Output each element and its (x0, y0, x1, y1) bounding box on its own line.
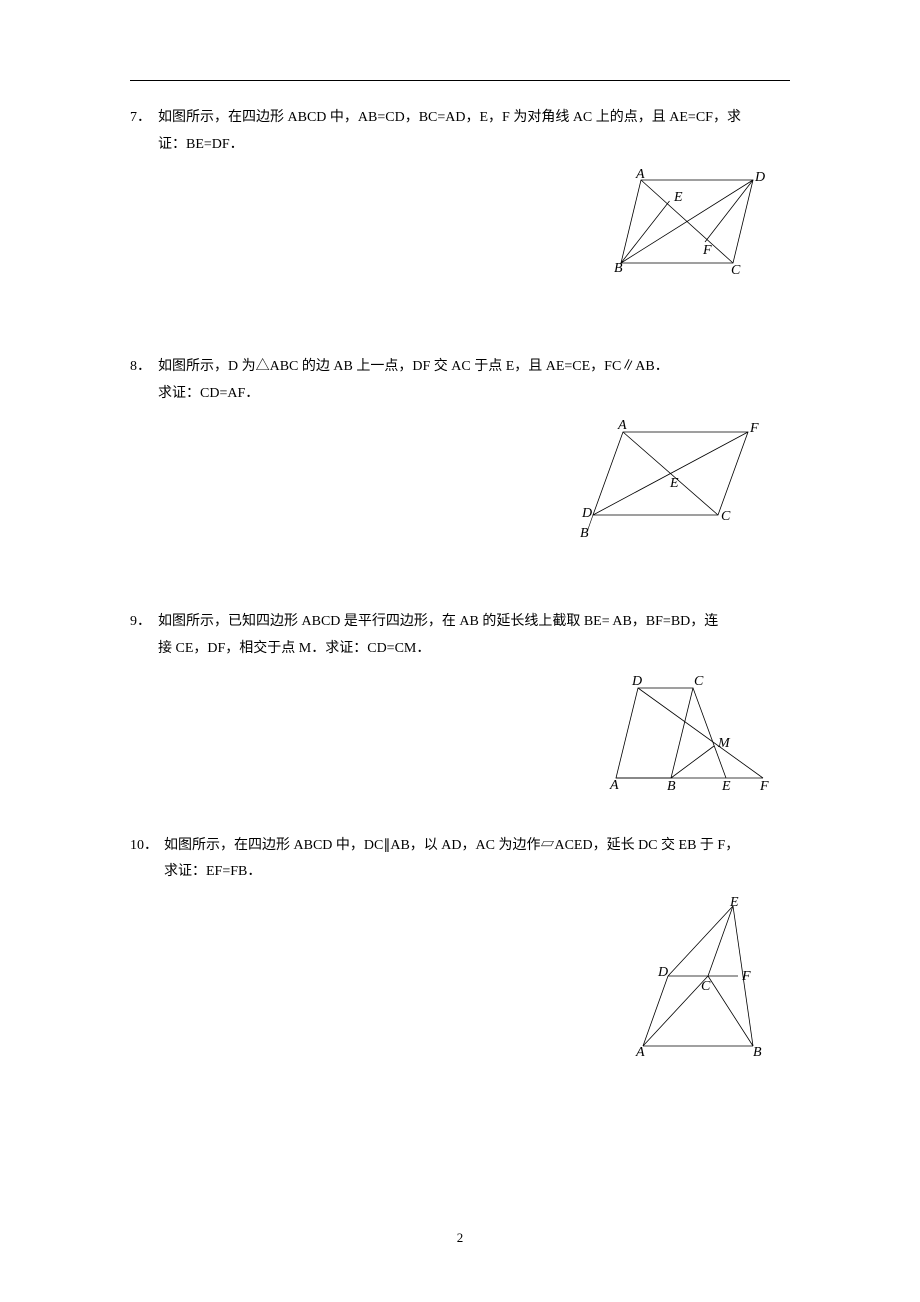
problem-9-number: 9． (130, 609, 158, 636)
top-rule (130, 80, 790, 81)
fig8-label-C: C (721, 509, 731, 524)
problem-8-line1: 如图所示，D 为△ABC 的边 AB 上一点，DF 交 AC 于点 E，且 AE… (158, 359, 669, 374)
problem-8-line2: 求证：CD=AF． (130, 381, 790, 408)
fig10-label-D: D (657, 965, 668, 980)
fig9-label-F: F (759, 779, 769, 793)
problem-9: 9．如图所示，已知四边形 ABCD 是平行四边形，在 AB 的延长线上截取 BE… (130, 609, 790, 662)
fig8-label-D: D (581, 506, 592, 521)
fig9-label-E: E (721, 779, 731, 793)
problem-7: 7．如图所示，在四边形 ABCD 中，AB=CD，BC=AD，E，F 为对角线 … (130, 105, 790, 158)
fig7-label-A: A (635, 168, 645, 182)
problem-8: 8．如图所示，D 为△ABC 的边 AB 上一点，DF 交 AC 于点 E，且 … (130, 354, 790, 407)
fig10-label-F: F (741, 969, 751, 984)
fig9-label-A: A (609, 778, 619, 793)
problem-7-number: 7． (130, 105, 158, 132)
fig8-label-F: F (749, 421, 759, 436)
problem-7-line2: 证：BE=DF． (130, 132, 790, 159)
problem-10-line1: 如图所示，在四边形 ABCD 中，DC∥AB，以 AD，AC 为边作▱ACED，… (164, 838, 739, 853)
fig7-label-D: D (754, 170, 765, 185)
fig10-label-C: C (701, 979, 711, 994)
problem-10: 10．如图所示，在四边形 ABCD 中，DC∥AB，以 AD，AC 为边作▱AC… (130, 833, 790, 886)
figure-8: A F D C B E (578, 417, 778, 547)
fig8-label-A: A (617, 418, 627, 433)
fig9-label-D: D (631, 674, 642, 689)
fig7-label-C: C (731, 263, 741, 278)
fig8-label-E: E (669, 476, 679, 491)
fig8-label-B: B (580, 526, 589, 541)
fig9-label-B: B (667, 779, 676, 793)
fig9-label-C: C (694, 674, 704, 689)
fig7-label-B: B (614, 261, 623, 276)
fig9-label-M: M (717, 736, 731, 751)
figure-9: A B E F D C M (608, 673, 778, 793)
figure-7: A D B C E F (608, 168, 778, 278)
problem-10-line2: 求证：EF=FB． (130, 859, 790, 886)
fig7-label-E: E (673, 190, 683, 205)
fig10-label-A: A (635, 1045, 645, 1056)
problem-10-number: 10． (130, 833, 164, 860)
figure-10: A B D C F E (628, 896, 778, 1056)
fig10-label-B: B (753, 1045, 762, 1056)
fig10-label-E: E (729, 896, 739, 910)
fig7-label-F: F (702, 243, 712, 258)
problem-9-line1: 如图所示，已知四边形 ABCD 是平行四边形，在 AB 的延长线上截取 BE= … (158, 614, 718, 629)
problem-9-line2: 接 CE，DF，相交于点 M．求证：CD=CM． (130, 636, 790, 663)
problem-8-number: 8． (130, 354, 158, 381)
problem-7-line1: 如图所示，在四边形 ABCD 中，AB=CD，BC=AD，E，F 为对角线 AC… (158, 110, 741, 125)
page-number: 2 (0, 1230, 920, 1246)
